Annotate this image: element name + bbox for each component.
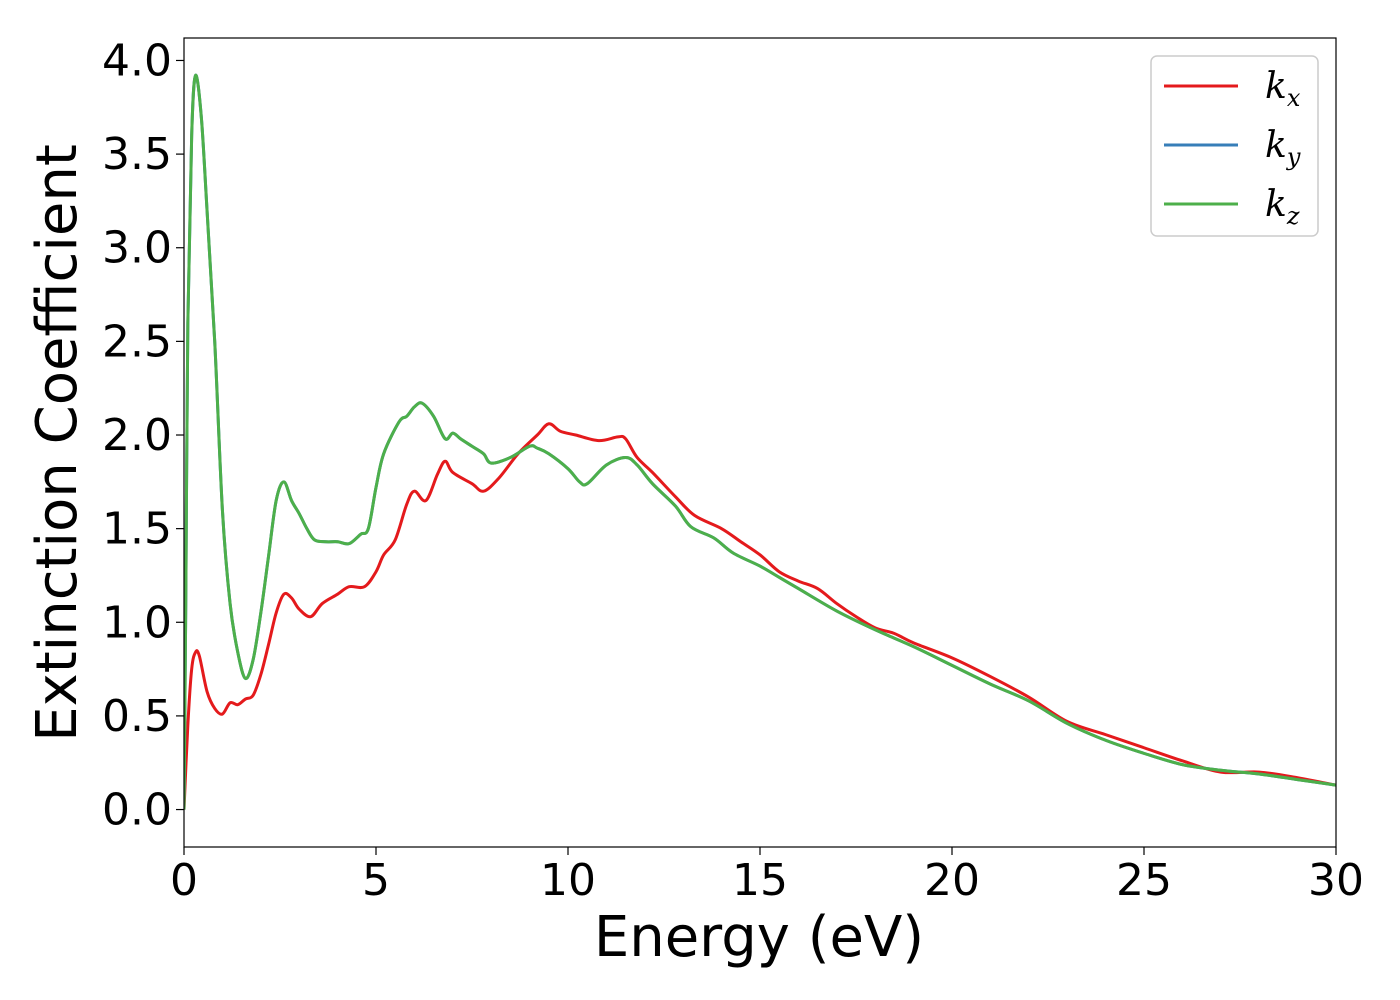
x-tick-label: 25	[1116, 855, 1172, 906]
series-layer	[184, 73, 1336, 810]
y-tick-label: 2.0	[102, 410, 172, 461]
x-tick-label: 10	[540, 855, 596, 906]
y-tick-label: 1.0	[102, 597, 172, 648]
x-axis-label: Energy (eV)	[594, 905, 924, 970]
x-tick-label: 20	[924, 855, 980, 906]
x-tick-label: 0	[170, 855, 198, 906]
axes-layer: 0 5 10 15 20 25 30 0.0 0.5 1.0 1.5 2.0 2.5 3.0 3.5 4.0	[102, 35, 1364, 906]
y-tick-label: 1.5	[102, 504, 172, 555]
y-tick-label: 0.5	[102, 691, 172, 742]
legend-label-kx: kx	[1265, 66, 1301, 112]
y-tick-label: 4.0	[102, 35, 172, 86]
legend-label-ky: ky	[1265, 125, 1301, 171]
y-tick-label: 3.5	[102, 129, 172, 180]
x-tick-label: 15	[732, 855, 788, 906]
series-line-kx	[184, 422, 1336, 810]
y-tick-label: 0.0	[102, 785, 172, 836]
y-axis-label: Extinction Coefficient	[25, 144, 90, 742]
legend-label-kz: kz	[1265, 184, 1300, 230]
x-tick-label: 5	[362, 855, 390, 906]
y-tick-label: 3.0	[102, 223, 172, 274]
series-line-kz	[184, 73, 1336, 810]
y-tick-label: 2.5	[102, 316, 172, 367]
legend: kx ky kz	[1150, 55, 1319, 237]
x-tick-label: 30	[1308, 855, 1364, 906]
